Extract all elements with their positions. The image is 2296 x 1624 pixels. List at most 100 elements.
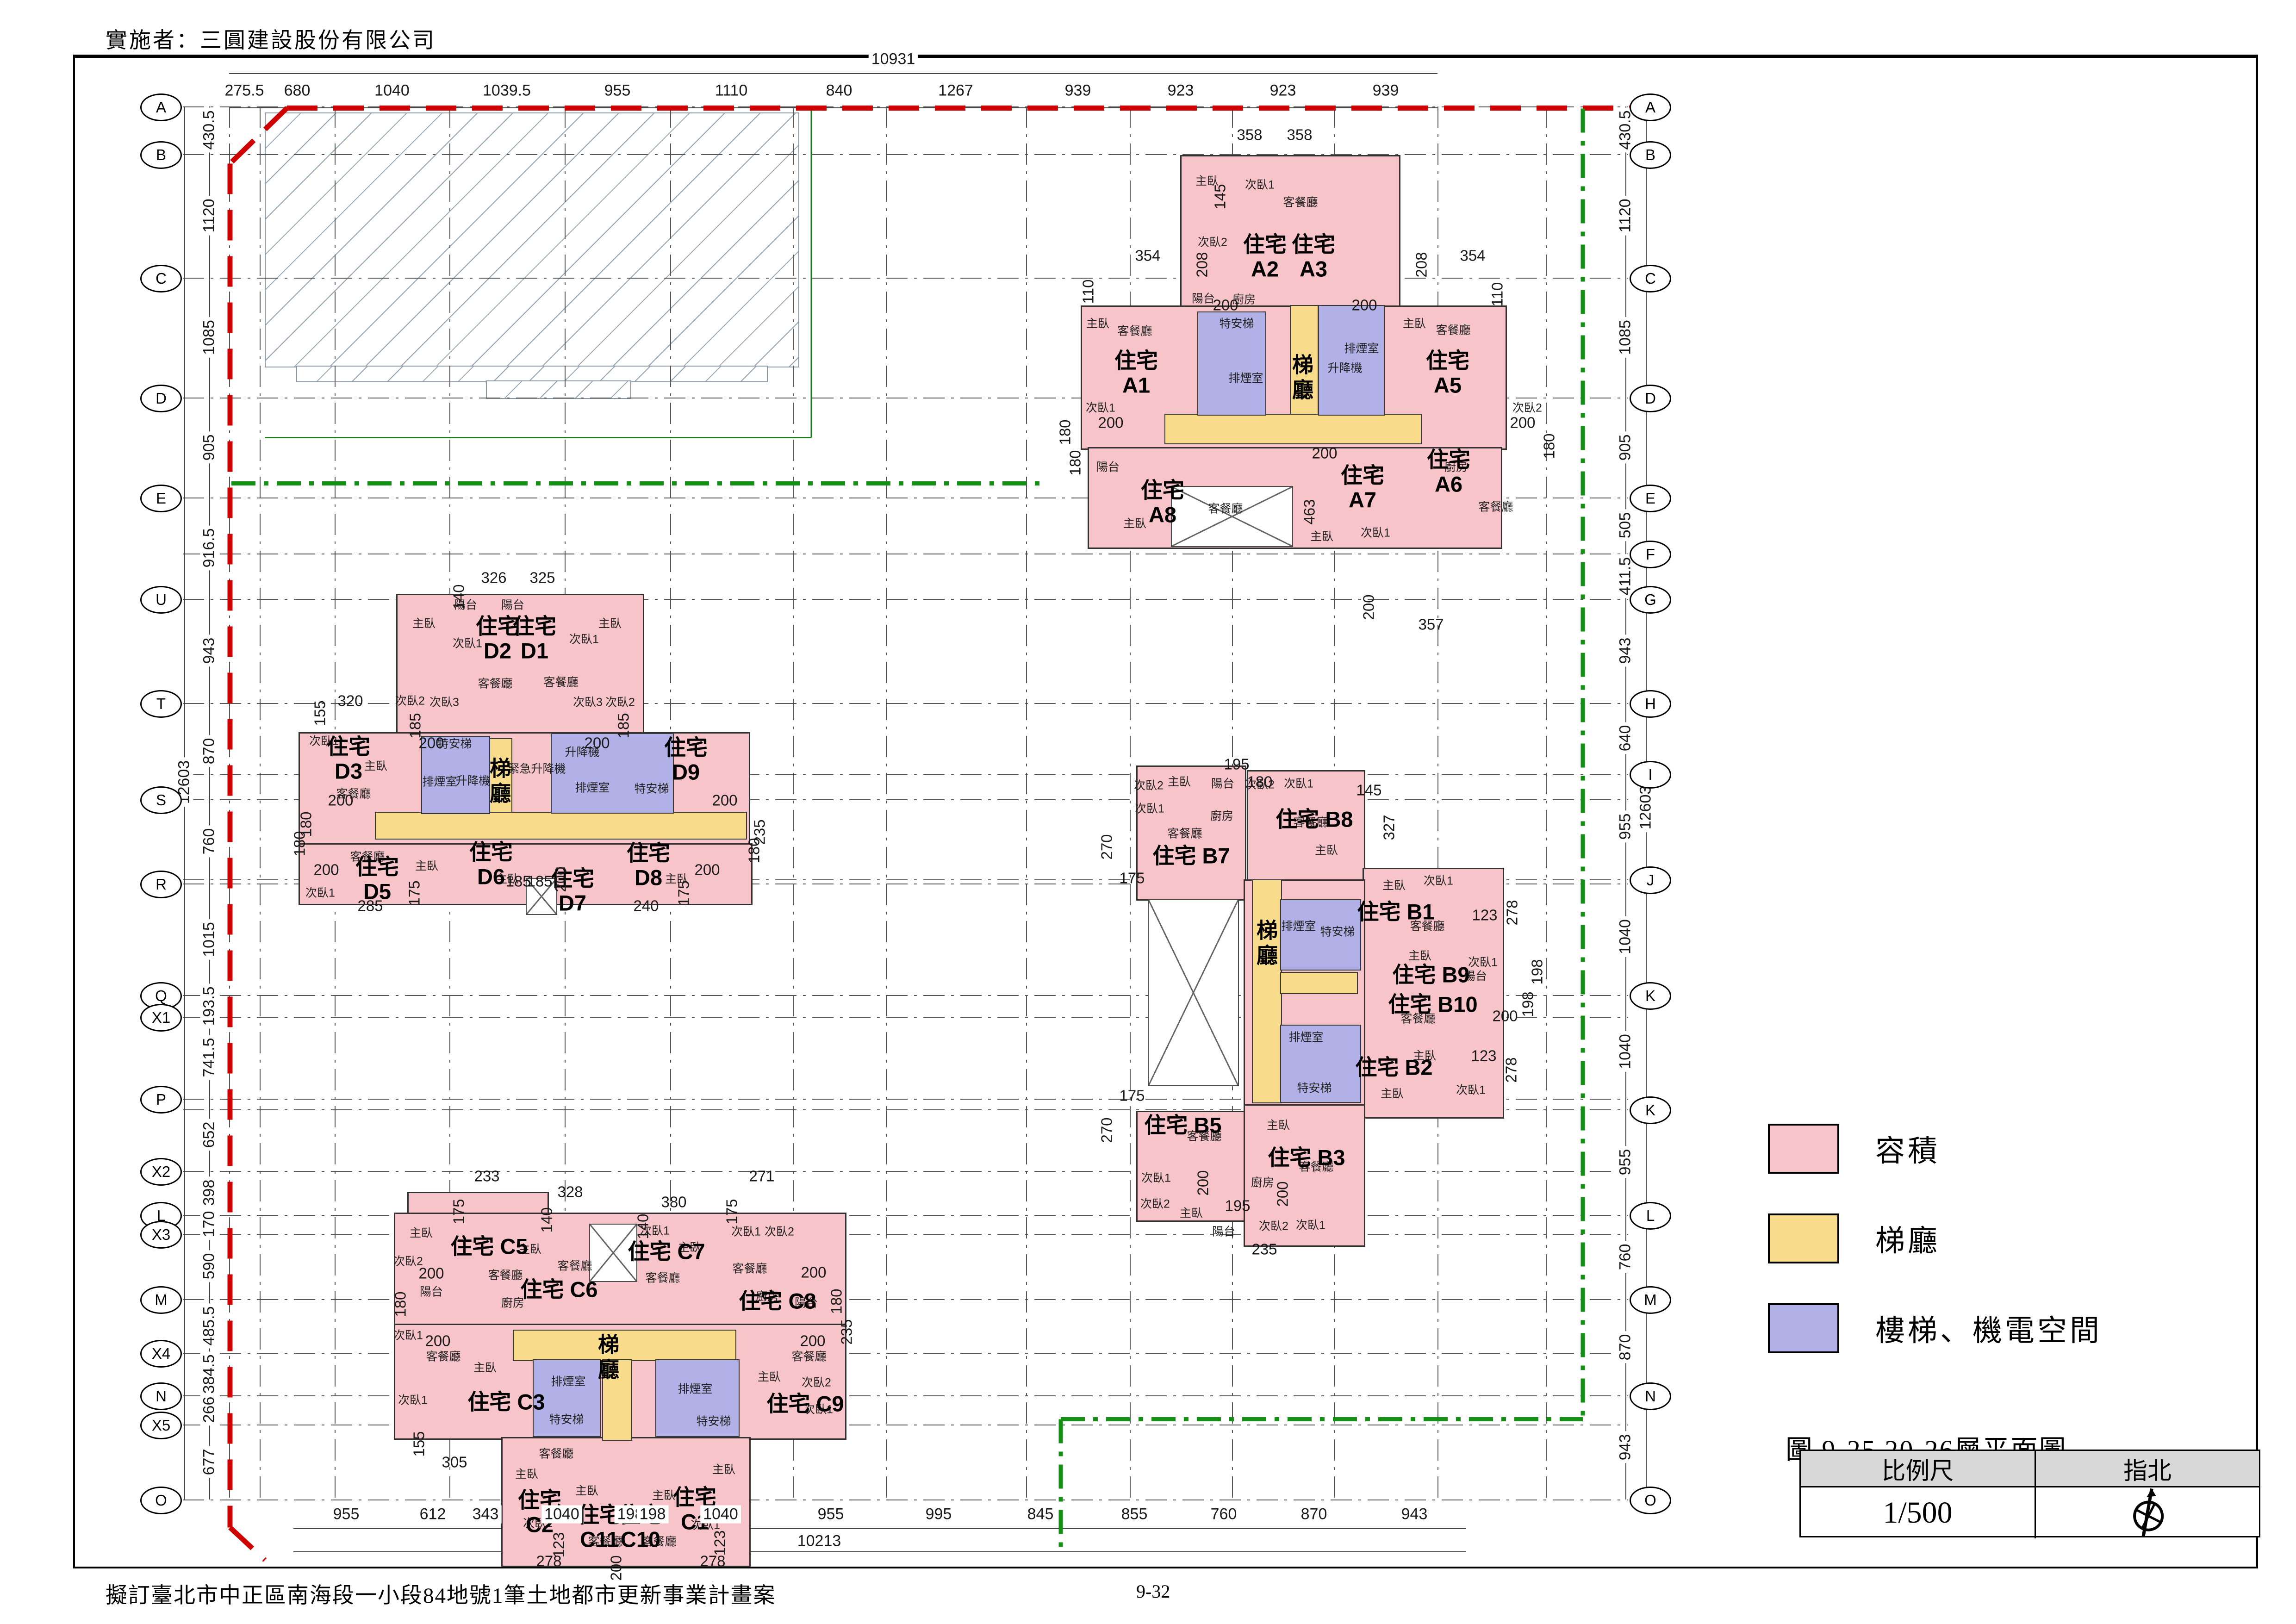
dimension-text: 1015 bbox=[200, 919, 218, 960]
cluster-d-dimension-text: 175 bbox=[405, 880, 423, 906]
dimension-text: 275.5 bbox=[222, 81, 267, 100]
cluster-a-dimension-text: 110 bbox=[1079, 279, 1097, 304]
grid-line-horizontal bbox=[183, 1234, 1628, 1235]
cluster-d-room-label: 次臥2 bbox=[605, 696, 635, 709]
cluster-c-room-label: 陽台 bbox=[794, 1296, 818, 1310]
cluster-a-unit-label: 住宅 A2 bbox=[1243, 232, 1287, 281]
dim-chain-bottom bbox=[293, 1528, 1466, 1529]
dimension-text: 1267 bbox=[935, 81, 976, 100]
grid-label-R: R bbox=[140, 871, 182, 898]
cluster-b-room-label: 主臥 bbox=[1412, 1049, 1437, 1063]
cluster-d-dimension-text: 185 bbox=[615, 713, 632, 739]
cluster-c-room-label: 客餐廳 bbox=[588, 1535, 623, 1549]
cluster-c-unit-label: 住宅 C7 bbox=[628, 1239, 705, 1264]
dimension-text: 905 bbox=[1616, 431, 1635, 464]
cluster-c-unit-label: 住宅 C9 bbox=[766, 1391, 844, 1416]
cluster-b-room-label: 陽台 bbox=[1211, 777, 1235, 790]
grid-line-vertical bbox=[1546, 106, 1547, 1500]
dimension-text: 943 bbox=[1616, 1431, 1635, 1463]
cluster-c-room-label: 次臥1 bbox=[393, 1329, 423, 1342]
cluster-c-dimension-text: 200 bbox=[418, 1264, 444, 1282]
cluster-c-dimension-text: 278 bbox=[536, 1552, 562, 1570]
cluster-a-room-label: 主臥 bbox=[1402, 317, 1426, 330]
grid-line-horizontal bbox=[183, 1099, 1628, 1100]
cluster-a-hall-label: 梯廳 bbox=[1289, 354, 1313, 404]
grid-label-J: J bbox=[1630, 866, 1671, 894]
grid-label-B: B bbox=[1630, 141, 1671, 169]
cluster-c-room-label: 廚房 bbox=[501, 1296, 525, 1310]
grid-label-F: F bbox=[1630, 541, 1671, 568]
cluster-d-room-label: 次臥1 bbox=[309, 734, 339, 748]
grid-label-I: I bbox=[1630, 761, 1671, 789]
dimension-text: 193.5 bbox=[200, 983, 218, 1029]
cluster-c-room-label: 次臥1 bbox=[731, 1225, 761, 1238]
cluster-d-dimension-text: 140 bbox=[450, 584, 467, 610]
cluster-a-room-label: 升降機 bbox=[1327, 361, 1363, 375]
grid-line-vertical bbox=[886, 106, 887, 1500]
cluster-b-dimension-text: 145 bbox=[1356, 781, 1382, 799]
cluster-d-room-label: 升降機 bbox=[565, 746, 600, 759]
page-number: 9-32 bbox=[1136, 1581, 1170, 1602]
cluster-a-shaft-void bbox=[1171, 486, 1293, 547]
cluster-b-dimension-text: 270 bbox=[1098, 1117, 1115, 1143]
grid-line-horizontal bbox=[183, 1017, 1628, 1018]
dimension-text: 505 bbox=[1616, 509, 1635, 541]
cluster-b-room-label: 廚房 bbox=[1251, 1176, 1275, 1189]
cluster-b-room-label: 特安梯 bbox=[1297, 1082, 1332, 1095]
cluster-d-room-label: 主臥 bbox=[412, 617, 436, 630]
dim-chain-top-total bbox=[229, 73, 1437, 74]
cluster-d-unit-label: 住宅 D5 bbox=[355, 854, 399, 903]
cluster-b-room-label: 次臥1 bbox=[1296, 1219, 1325, 1232]
cluster-c-room-label: 次臥2 bbox=[393, 1255, 423, 1268]
dimension-text: 760 bbox=[1207, 1505, 1240, 1524]
grid-label-T: T bbox=[140, 690, 182, 718]
cluster-b-hall-label: 梯廳 bbox=[1254, 919, 1278, 969]
dim-chain-right bbox=[1625, 106, 1626, 1500]
boundary-green-thin bbox=[810, 109, 812, 438]
dimension-text: 760 bbox=[200, 825, 218, 858]
dimension-text: 855 bbox=[1118, 1505, 1151, 1524]
cluster-b-room-label: 陽台 bbox=[1463, 970, 1487, 983]
cluster-c-room-label: 主臥 bbox=[652, 1489, 676, 1502]
cluster-c-room-label: 陽台 bbox=[419, 1285, 443, 1299]
dimension-text: 384.5 bbox=[200, 1351, 218, 1397]
cluster-c-dimension-text: 155 bbox=[410, 1431, 428, 1457]
cluster-c-dimension-text: 278 bbox=[700, 1552, 726, 1570]
cluster-d-dimension-text: 175 bbox=[675, 880, 692, 906]
grid-label-H: H bbox=[1630, 690, 1671, 718]
cluster-d-room-label: 特安梯 bbox=[437, 737, 472, 751]
cluster-b-room-label: 主臥 bbox=[1382, 879, 1406, 892]
dimension-text: 955 bbox=[1616, 1146, 1635, 1178]
cluster-c-dimension-text: 140 bbox=[634, 1213, 652, 1239]
cluster-a-room-label: 客餐廳 bbox=[1436, 324, 1471, 337]
cluster-d-stair-core bbox=[421, 736, 490, 814]
dimension-text: 943 bbox=[1398, 1505, 1431, 1524]
cluster-b-dimension-text: 123 bbox=[1471, 1047, 1497, 1064]
cluster-c-room-label: 主臥 bbox=[678, 1241, 702, 1254]
cluster-c-dimension-text: 200 bbox=[607, 1555, 625, 1581]
grid-line-horizontal bbox=[183, 1299, 1628, 1300]
cluster-c-shaft-void bbox=[589, 1224, 637, 1282]
cluster-b-room-label: 次臥2 bbox=[1259, 1220, 1288, 1233]
cluster-a-room-label: 客餐廳 bbox=[1208, 502, 1243, 516]
grid-label-S: S bbox=[140, 786, 182, 814]
cluster-c-room-label: 廚房 bbox=[755, 1290, 779, 1303]
dimension-text: 1085 bbox=[200, 317, 218, 358]
dimension-text: 1040 bbox=[700, 1505, 741, 1524]
cluster-d-dimension-text: 200 bbox=[694, 861, 720, 878]
cluster-b-room-label: 客餐廳 bbox=[1410, 920, 1445, 933]
cluster-c-room-label: 次臥2 bbox=[802, 1376, 831, 1389]
cluster-b-stair-core bbox=[1280, 899, 1361, 971]
cluster-a-dimension-text: 208 bbox=[1412, 252, 1430, 278]
boundary-green-bold bbox=[1061, 1417, 1583, 1421]
cluster-d-elevator-hall bbox=[375, 812, 747, 840]
cluster-c-stair-core bbox=[533, 1359, 601, 1437]
grid-label-K: K bbox=[1630, 1096, 1671, 1124]
site-boundary-red bbox=[227, 163, 233, 1528]
grid-label-C: C bbox=[140, 265, 182, 292]
grid-label-O: O bbox=[140, 1487, 182, 1514]
cluster-a-room-label: 排煙室 bbox=[1344, 342, 1379, 355]
north-header-cell: 指北 bbox=[2123, 1458, 2172, 1485]
grid-label-X5: X5 bbox=[140, 1412, 182, 1439]
scale-value: 1/500 bbox=[1801, 1487, 2036, 1538]
